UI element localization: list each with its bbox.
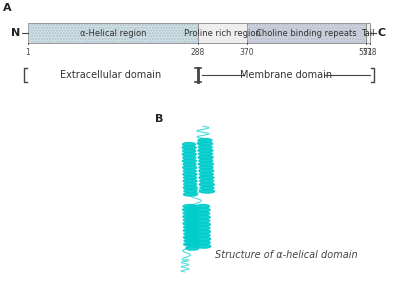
Ellipse shape	[197, 234, 210, 237]
Ellipse shape	[198, 139, 212, 142]
Ellipse shape	[183, 208, 198, 211]
Ellipse shape	[197, 212, 210, 215]
Ellipse shape	[183, 215, 198, 218]
Ellipse shape	[200, 179, 214, 183]
Ellipse shape	[197, 245, 211, 248]
Ellipse shape	[183, 156, 196, 159]
Bar	[198, 23, 247, 43]
Text: Proline rich region: Proline rich region	[184, 28, 261, 38]
Ellipse shape	[197, 241, 210, 245]
Ellipse shape	[186, 225, 199, 228]
Ellipse shape	[186, 228, 198, 232]
Ellipse shape	[198, 142, 213, 145]
Ellipse shape	[198, 156, 213, 159]
Ellipse shape	[183, 149, 196, 153]
Text: 578: 578	[363, 48, 377, 57]
Ellipse shape	[198, 149, 213, 152]
Text: 288: 288	[191, 48, 205, 57]
Ellipse shape	[186, 217, 199, 221]
Ellipse shape	[182, 152, 196, 156]
Text: α-Helical region: α-Helical region	[80, 28, 146, 38]
Ellipse shape	[183, 162, 196, 166]
Ellipse shape	[182, 142, 196, 146]
Bar	[28, 23, 198, 43]
Ellipse shape	[184, 236, 198, 239]
Ellipse shape	[196, 230, 210, 234]
Ellipse shape	[184, 225, 198, 229]
Ellipse shape	[186, 236, 198, 239]
Ellipse shape	[184, 239, 198, 243]
Ellipse shape	[199, 176, 214, 180]
Text: Membrane domain: Membrane domain	[240, 70, 332, 80]
Text: C: C	[378, 28, 386, 38]
Ellipse shape	[186, 239, 199, 243]
Ellipse shape	[197, 237, 211, 241]
Ellipse shape	[183, 205, 197, 208]
Ellipse shape	[196, 208, 210, 212]
Ellipse shape	[199, 166, 213, 169]
Bar	[366, 23, 370, 43]
Ellipse shape	[183, 169, 196, 173]
Text: B: B	[155, 114, 163, 124]
Bar	[28, 23, 198, 43]
Ellipse shape	[196, 215, 210, 219]
Text: N: N	[11, 28, 20, 38]
Ellipse shape	[184, 218, 197, 222]
Ellipse shape	[183, 173, 197, 176]
Ellipse shape	[183, 179, 197, 183]
Ellipse shape	[200, 190, 214, 193]
Ellipse shape	[199, 172, 213, 176]
Ellipse shape	[182, 159, 196, 163]
Ellipse shape	[198, 152, 212, 156]
Ellipse shape	[196, 204, 210, 208]
Ellipse shape	[187, 206, 199, 210]
Ellipse shape	[186, 247, 199, 250]
Ellipse shape	[184, 193, 198, 196]
Ellipse shape	[184, 189, 197, 193]
Text: Choline binding repeats: Choline binding repeats	[256, 28, 356, 38]
Ellipse shape	[184, 176, 196, 179]
Ellipse shape	[187, 214, 199, 217]
Text: Tail: Tail	[361, 28, 375, 38]
Ellipse shape	[184, 183, 197, 186]
Text: Structure of α-helical domain: Structure of α-helical domain	[215, 250, 358, 260]
Ellipse shape	[184, 232, 198, 236]
Ellipse shape	[198, 145, 212, 149]
Ellipse shape	[184, 243, 199, 246]
Ellipse shape	[186, 243, 198, 247]
Ellipse shape	[183, 166, 197, 169]
Ellipse shape	[186, 232, 199, 236]
Ellipse shape	[183, 222, 198, 225]
Text: 1: 1	[26, 48, 30, 57]
Text: 370: 370	[240, 48, 254, 57]
Bar	[247, 23, 366, 43]
Ellipse shape	[196, 223, 210, 226]
Ellipse shape	[183, 186, 197, 189]
Bar	[247, 23, 366, 43]
Ellipse shape	[197, 219, 210, 223]
Ellipse shape	[200, 186, 214, 190]
Ellipse shape	[183, 211, 197, 215]
Ellipse shape	[186, 210, 199, 214]
Ellipse shape	[198, 162, 214, 166]
Ellipse shape	[199, 159, 213, 162]
Text: A: A	[3, 3, 12, 13]
Ellipse shape	[199, 183, 214, 186]
Ellipse shape	[187, 221, 199, 225]
Ellipse shape	[197, 226, 210, 230]
Text: Extracellular domain: Extracellular domain	[60, 70, 162, 80]
Ellipse shape	[183, 229, 198, 232]
Text: 571: 571	[359, 48, 373, 57]
Ellipse shape	[182, 146, 196, 149]
Ellipse shape	[199, 169, 214, 173]
